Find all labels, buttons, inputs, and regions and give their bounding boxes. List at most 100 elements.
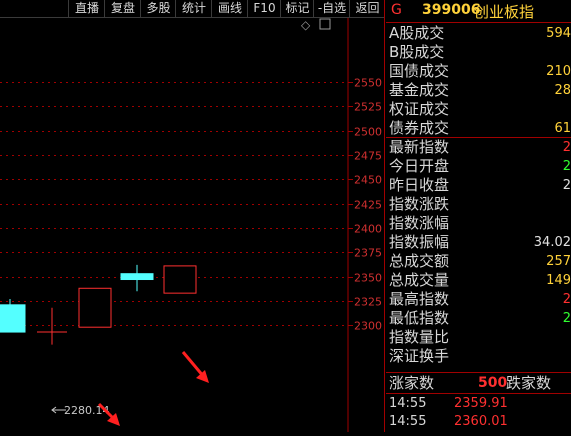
axis-labels: 2550 2525 2500 2475 2450 2425 2400 2375 2350 2325… [354, 77, 382, 333]
quote-row: B股成交 [386, 43, 571, 62]
exchange-letter: G [391, 2, 402, 18]
quote-row: 权证成交 [386, 100, 571, 119]
quote-row-value: 210 [546, 64, 571, 79]
price-tick-label: 2350 [354, 272, 382, 285]
quote-row-label: 国债成交 [389, 62, 450, 80]
panel-divider [384, 0, 385, 432]
tick-time: 14:55 [389, 396, 427, 411]
quote-row-label: 最高指数 [389, 290, 450, 308]
diamond-icon[interactable]: ◇ [301, 18, 311, 32]
price-tick-label: 2450 [354, 174, 382, 187]
review-button[interactable]: 复盘 [104, 0, 141, 17]
price-tick-label: 2425 [354, 199, 382, 212]
quote-row-value: 61 [554, 121, 571, 136]
quote-row-value: 257 [546, 254, 571, 269]
watchlist-button[interactable]: -自选 [313, 0, 350, 17]
advance-decline-row: 涨家数 500 跌家数 [386, 373, 571, 393]
candlestick [120, 264, 154, 292]
quote-row: 今日开盘 2 [386, 157, 571, 176]
quote-row-value: 2 [562, 159, 571, 174]
quote-row: 总成交量 149 [386, 271, 571, 290]
price-tick-label: 2525 [354, 101, 382, 114]
price-tick-label: 2300 [354, 320, 382, 333]
annotation-arrow-1 [97, 402, 120, 426]
f10-button[interactable]: F10 [247, 0, 281, 17]
quote-row: 总成交额 257 [386, 252, 571, 271]
price-tick-label: 2375 [354, 247, 382, 260]
tick-row: 14:55 2359.91 [386, 395, 571, 413]
candlestick [163, 265, 197, 294]
candlestick [37, 307, 67, 345]
quote-row-label: 昨日收盘 [389, 176, 450, 194]
quote-row: 国债成交 210 [386, 62, 571, 81]
tick-price: 2359.91 [454, 396, 508, 411]
low-price-marker: 2280.14 [51, 404, 110, 417]
quote-row-value: 34.02 [533, 235, 571, 250]
quote-row-label: 基金成交 [389, 81, 450, 99]
candle-layer [0, 264, 197, 345]
advancers-value: 500 [478, 375, 508, 391]
quote-section-divider [386, 137, 571, 138]
annotation-arrow-2 [181, 351, 209, 383]
quote-row-label: 指数涨跌 [389, 195, 450, 213]
quote-row-value: 28 [554, 83, 571, 98]
quote-row-label: 深证换手 [389, 347, 450, 365]
quote-row: A股成交 594 [386, 24, 571, 43]
mark-button[interactable]: 标记 [280, 0, 314, 17]
quote-row: 深证换手 [386, 347, 571, 366]
candle-body [163, 265, 197, 294]
quote-row: 最低指数 2 [386, 309, 571, 328]
candlestick [78, 287, 112, 328]
counts-divider [386, 372, 571, 373]
toolbar-divider [0, 17, 384, 18]
quote-row-value: 2 [562, 140, 571, 155]
quote-row: 指数振幅 34.02 [386, 233, 571, 252]
quote-row-value: 2 [562, 311, 571, 326]
quote-row-label: B股成交 [389, 43, 445, 61]
quote-row-label: 总成交量 [389, 271, 450, 289]
quote-row-value: 2 [562, 292, 571, 307]
decliners-label: 跌家数 [506, 374, 552, 392]
quote-row: 最新指数 2 [386, 138, 571, 157]
maximize-icon[interactable] [319, 18, 331, 30]
ticks-divider [386, 393, 571, 394]
quote-row: 基金成交 28 [386, 81, 571, 100]
quote-row-label: 债券成交 [389, 119, 450, 137]
price-tick-label: 2325 [354, 296, 382, 309]
draw-line-button[interactable]: 画线 [211, 0, 248, 17]
quote-row-label: 指数振幅 [389, 233, 450, 251]
quote-row: 最高指数 2 [386, 290, 571, 309]
quote-row-label: 总成交额 [389, 252, 450, 270]
index-code: 399006 [422, 2, 481, 18]
price-tick-label: 2500 [354, 126, 382, 139]
statistics-button[interactable]: 统计 [175, 0, 212, 17]
quote-panel: G 399006 创业板指 A股成交 594 B股成交 国债成交 210 基金成交 28 权证… [386, 0, 571, 432]
candlestick [0, 298, 26, 333]
quote-row-label: 权证成交 [389, 100, 450, 118]
candle-body [78, 287, 112, 328]
advancers-label: 涨家数 [389, 374, 435, 392]
candle-body [0, 304, 26, 333]
quote-row-label: 最低指数 [389, 309, 450, 327]
index-name: 创业板指 [474, 3, 535, 21]
kline-chart[interactable]: 2550 2525 2500 2475 2450 2425 2400 2375 2350 2325… [0, 18, 384, 432]
quote-row: 昨日收盘 2 [386, 176, 571, 195]
quote-row-label: 指数涨幅 [389, 214, 450, 232]
price-tick-label: 2475 [354, 150, 382, 163]
price-tick-label: 2400 [354, 223, 382, 236]
back-button[interactable]: 返回 [349, 0, 385, 17]
quote-row-label: 今日开盘 [389, 157, 450, 175]
price-tick-label: 2550 [354, 77, 382, 90]
quote-row-label: 最新指数 [389, 138, 450, 156]
multi-stock-button[interactable]: 多股 [140, 0, 176, 17]
quote-row-value: 2 [562, 178, 571, 193]
quote-row: 指数涨跌 [386, 195, 571, 214]
tick-row: 14:55 2360.01 [386, 413, 571, 431]
kline-chart-svg: 2550 2525 2500 2475 2450 2425 2400 2375 2350 2325… [0, 18, 382, 432]
chart-toolbar: 直播 复盘 多股 统计 画线 F10 标记 -自选 返回 [0, 0, 384, 18]
quote-row: 指数量比 [386, 328, 571, 347]
quote-row-label: A股成交 [389, 24, 445, 42]
quote-row: 指数涨幅 [386, 214, 571, 233]
tick-time: 14:55 [389, 414, 427, 429]
live-button[interactable]: 直播 [68, 0, 105, 17]
